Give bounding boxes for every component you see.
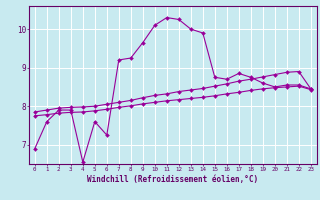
X-axis label: Windchill (Refroidissement éolien,°C): Windchill (Refroidissement éolien,°C): [87, 175, 258, 184]
